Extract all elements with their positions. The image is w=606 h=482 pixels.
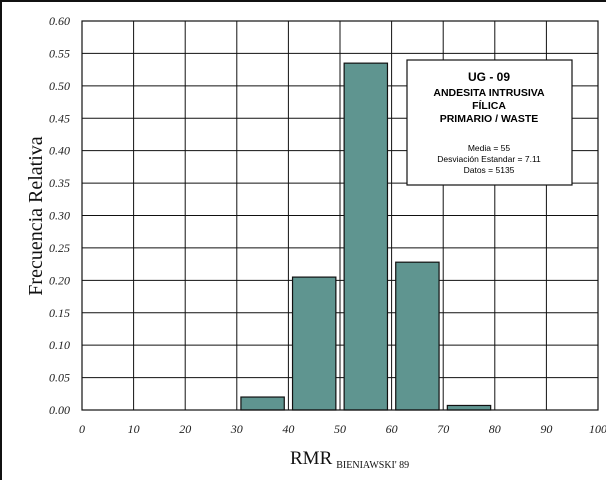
x-tick-label: 100	[589, 422, 606, 436]
x-tick-label: 30	[230, 422, 243, 436]
y-tick-label: 0.45	[49, 111, 70, 125]
y-tick-label: 0.00	[49, 403, 70, 417]
x-tick-label: 70	[437, 422, 449, 436]
y-tick-label: 0.30	[49, 209, 70, 223]
plot-border	[81, 20, 599, 411]
legend-stat-mean: Media = 55	[468, 143, 511, 153]
histogram-bar	[240, 396, 285, 411]
x-tick-label: 40	[282, 422, 294, 436]
x-tick-labels: 0 10 20 30 40 50 60 70 80 90 100	[79, 422, 606, 436]
x-axis-label-sub: BIENIAWSKI' 89	[336, 460, 409, 471]
x-tick-label: 50	[334, 422, 346, 436]
y-tick-label: 0.15	[49, 306, 70, 320]
histogram-bar	[395, 261, 440, 411]
y-tick-label: 0.60	[49, 14, 70, 28]
bars	[240, 62, 492, 411]
x-tick-label: 20	[179, 422, 191, 436]
x-tick-label: 90	[540, 422, 552, 436]
x-tick-label: 10	[128, 422, 140, 436]
x-tick-label: 60	[386, 422, 398, 436]
y-tick-label: 0.50	[49, 79, 70, 93]
legend-stat-count: Datos = 5135	[464, 165, 515, 175]
y-tick-label: 0.10	[49, 338, 70, 352]
x-tick-label: 80	[489, 422, 501, 436]
x-axis-label-main: RMR	[290, 448, 333, 469]
y-tick-label: 0.25	[49, 241, 70, 255]
y-tick-labels: 0.00 0.05 0.10 0.15 0.20 0.25 0.30 0.35 0.40 0.45…	[49, 14, 70, 417]
legend-title: UG - 09	[468, 70, 510, 84]
legend-line-3: PRIMARIO / WASTE	[440, 113, 539, 125]
histogram-bar	[343, 62, 389, 411]
legend-stat-stddev: Desviación Estandar = 7.11	[437, 154, 541, 164]
y-axis-label: Frecuencia Relativa	[25, 136, 47, 295]
y-tick-label: 0.05	[49, 371, 70, 385]
x-axis-label: RMR BIENIAWSKI' 89	[290, 448, 409, 471]
y-tick-label: 0.40	[49, 144, 70, 158]
y-tick-label: 0.35	[49, 176, 70, 190]
histogram-bar	[446, 404, 492, 411]
x-tick-label: 0	[79, 422, 85, 436]
legend-line-1: ANDESITA INTRUSIVA	[433, 87, 545, 99]
legend-box: UG - 09 ANDESITA INTRUSIVA FÍLICA PRIMAR…	[406, 59, 573, 186]
histogram-bar	[291, 276, 337, 411]
y-tick-label: 0.20	[49, 273, 70, 287]
y-tick-label: 0.55	[49, 46, 70, 60]
legend-line-2: FÍLICA	[472, 99, 506, 112]
